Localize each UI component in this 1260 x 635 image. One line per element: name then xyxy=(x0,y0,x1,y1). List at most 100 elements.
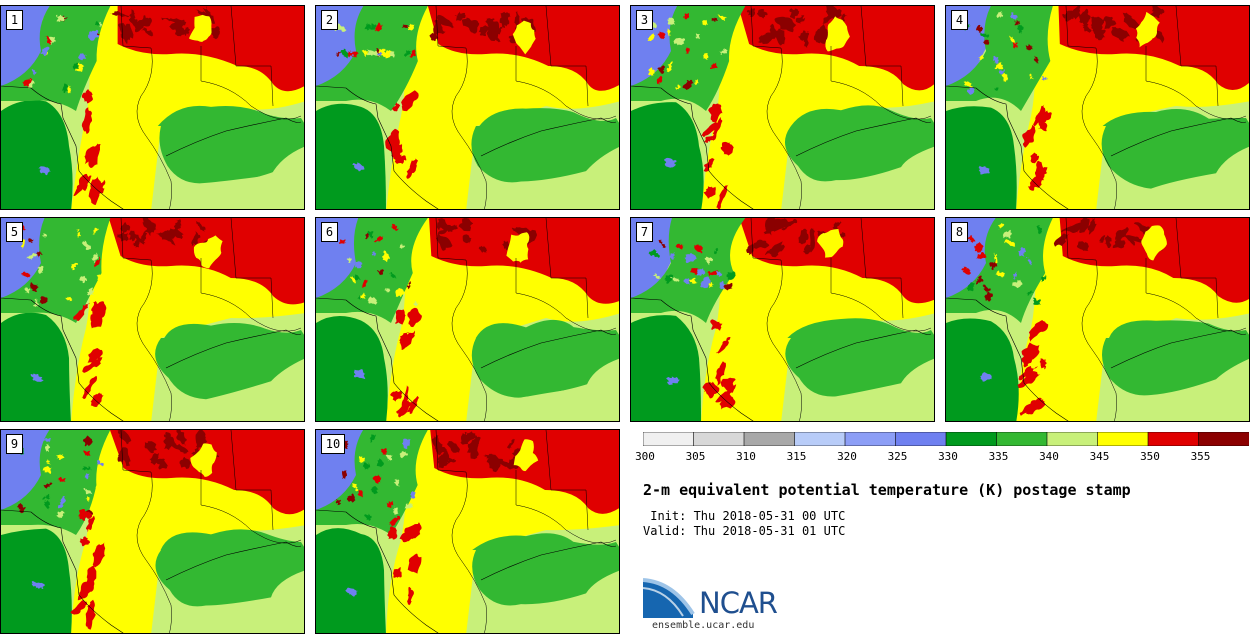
field-speckle-cell xyxy=(92,227,99,235)
field-mid-green-coastal-region xyxy=(1101,109,1249,189)
field-speckle-cell xyxy=(376,458,384,468)
field-speckle-cell xyxy=(42,233,48,238)
field-dryline-red-cell xyxy=(715,361,726,386)
field-dark-red-cell xyxy=(176,430,187,446)
field-gulf-region xyxy=(802,157,934,209)
field-dryline-red-cell xyxy=(716,336,731,354)
border-line xyxy=(120,430,172,633)
field-dryline-red-cell xyxy=(1028,320,1049,342)
border-line xyxy=(1,297,124,421)
field-dark-green-region xyxy=(316,103,386,209)
member-map xyxy=(316,430,619,633)
field-speckle-cell xyxy=(78,53,88,61)
field-dryline-red-cell xyxy=(407,553,422,574)
valid-time: Valid: Thu 2018-05-31 01 UTC xyxy=(643,524,846,538)
field-speckle-cell xyxy=(357,490,364,498)
field-dryline-red-cell xyxy=(385,128,400,154)
field-speckle-cell xyxy=(38,295,48,305)
field-mid-green-region xyxy=(631,6,746,111)
field-dark-red-cell xyxy=(120,222,131,235)
field-speckle-cell xyxy=(715,270,723,277)
field-gulf-region xyxy=(487,582,619,633)
field-speckle-cell xyxy=(56,14,64,22)
plot-title: 2-m equivalent potential temperature (K)… xyxy=(643,481,1131,499)
field-dryline-red-cell xyxy=(700,122,722,137)
field-speckle-cell xyxy=(361,279,368,289)
border-line xyxy=(1065,6,1117,209)
border-line xyxy=(120,6,172,209)
field-speckle-cell xyxy=(351,483,359,492)
field-speckle-cell xyxy=(966,86,975,96)
member-number-label: 9 xyxy=(6,434,23,454)
field-gulf-region xyxy=(802,370,934,421)
field-dark-red-cell xyxy=(441,222,454,232)
field-speckle-cell xyxy=(648,249,660,258)
member-map xyxy=(1,430,304,633)
border-line xyxy=(1175,218,1219,319)
field-dark-red-cell xyxy=(171,442,189,454)
field-dark-red-cell xyxy=(194,220,206,232)
field-speckle-cell xyxy=(701,19,708,26)
field-dryline-red-cell xyxy=(720,141,734,156)
field-speckle-cell xyxy=(1016,24,1024,34)
field-speckle-cell xyxy=(97,21,103,28)
field-speckle-cell xyxy=(648,67,657,77)
colorbar-segment xyxy=(643,432,695,446)
field-speckle-cell xyxy=(380,448,388,456)
field-speckle-cell xyxy=(349,275,356,284)
field-speckle-cell xyxy=(55,510,65,519)
coastline xyxy=(480,541,617,581)
field-speckle-cell xyxy=(1033,297,1042,305)
field-speckle-cell xyxy=(35,251,43,258)
field-dark-red-cell xyxy=(746,7,756,18)
border-line xyxy=(200,46,302,120)
field-speckle-cell xyxy=(404,502,413,510)
field-speckle-cell xyxy=(66,85,72,94)
field-speckle-cell xyxy=(685,47,690,54)
field-mid-green-coastal-region xyxy=(785,105,934,182)
field-dryline-red-cell xyxy=(407,586,414,606)
border-line xyxy=(200,470,302,544)
border-line xyxy=(435,430,487,633)
border-line xyxy=(200,258,302,332)
field-dryline-red-cell xyxy=(78,509,93,521)
field-speckle-cell xyxy=(43,437,51,443)
field-speckle-cell xyxy=(1018,247,1026,257)
border-line xyxy=(545,430,589,531)
field-speckle-cell xyxy=(393,478,400,487)
field-speckle-cell xyxy=(340,48,351,59)
field-dark-red-cell xyxy=(156,458,168,470)
coastline xyxy=(1110,329,1247,369)
field-mid-green-region xyxy=(316,218,428,323)
field-lake-cell xyxy=(31,581,46,589)
border-line xyxy=(545,6,589,107)
field-speckle-cell xyxy=(1025,43,1033,51)
field-dark-red-cell xyxy=(495,458,513,468)
field-dryline-red-cell xyxy=(1038,121,1048,132)
ensemble-member-panel: 7 xyxy=(630,217,935,422)
field-speckle-cell xyxy=(717,14,727,21)
member-number-label: 1 xyxy=(6,10,23,30)
field-speckle-cell xyxy=(371,251,377,257)
field-speckle-cell xyxy=(675,243,684,250)
field-speckle-cell xyxy=(57,496,66,509)
field-dark-red-cell xyxy=(117,430,132,445)
field-dark-red-cell xyxy=(499,11,511,25)
field-dark-red-cell xyxy=(433,19,446,35)
field-dark-red-cell xyxy=(1093,28,1106,41)
field-speckle-cell xyxy=(389,271,397,279)
field-speckle-cell xyxy=(726,271,736,280)
field-speckle-cell xyxy=(1002,229,1012,239)
field-speckle-cell xyxy=(1041,273,1047,283)
field-speckle-cell xyxy=(37,265,44,275)
field-dryline-red-cell xyxy=(88,176,103,205)
field-speckle-cell xyxy=(1025,256,1032,266)
field-dark-red-cell xyxy=(1122,234,1144,243)
field-speckle-cell xyxy=(83,450,91,457)
border-line xyxy=(316,297,439,421)
field-dryline-red-cell xyxy=(391,102,401,112)
field-dryline-red-cell xyxy=(92,541,106,568)
field-speckle-cell xyxy=(30,282,39,292)
field-dark-red-cell xyxy=(128,230,137,242)
border-line xyxy=(860,218,904,319)
